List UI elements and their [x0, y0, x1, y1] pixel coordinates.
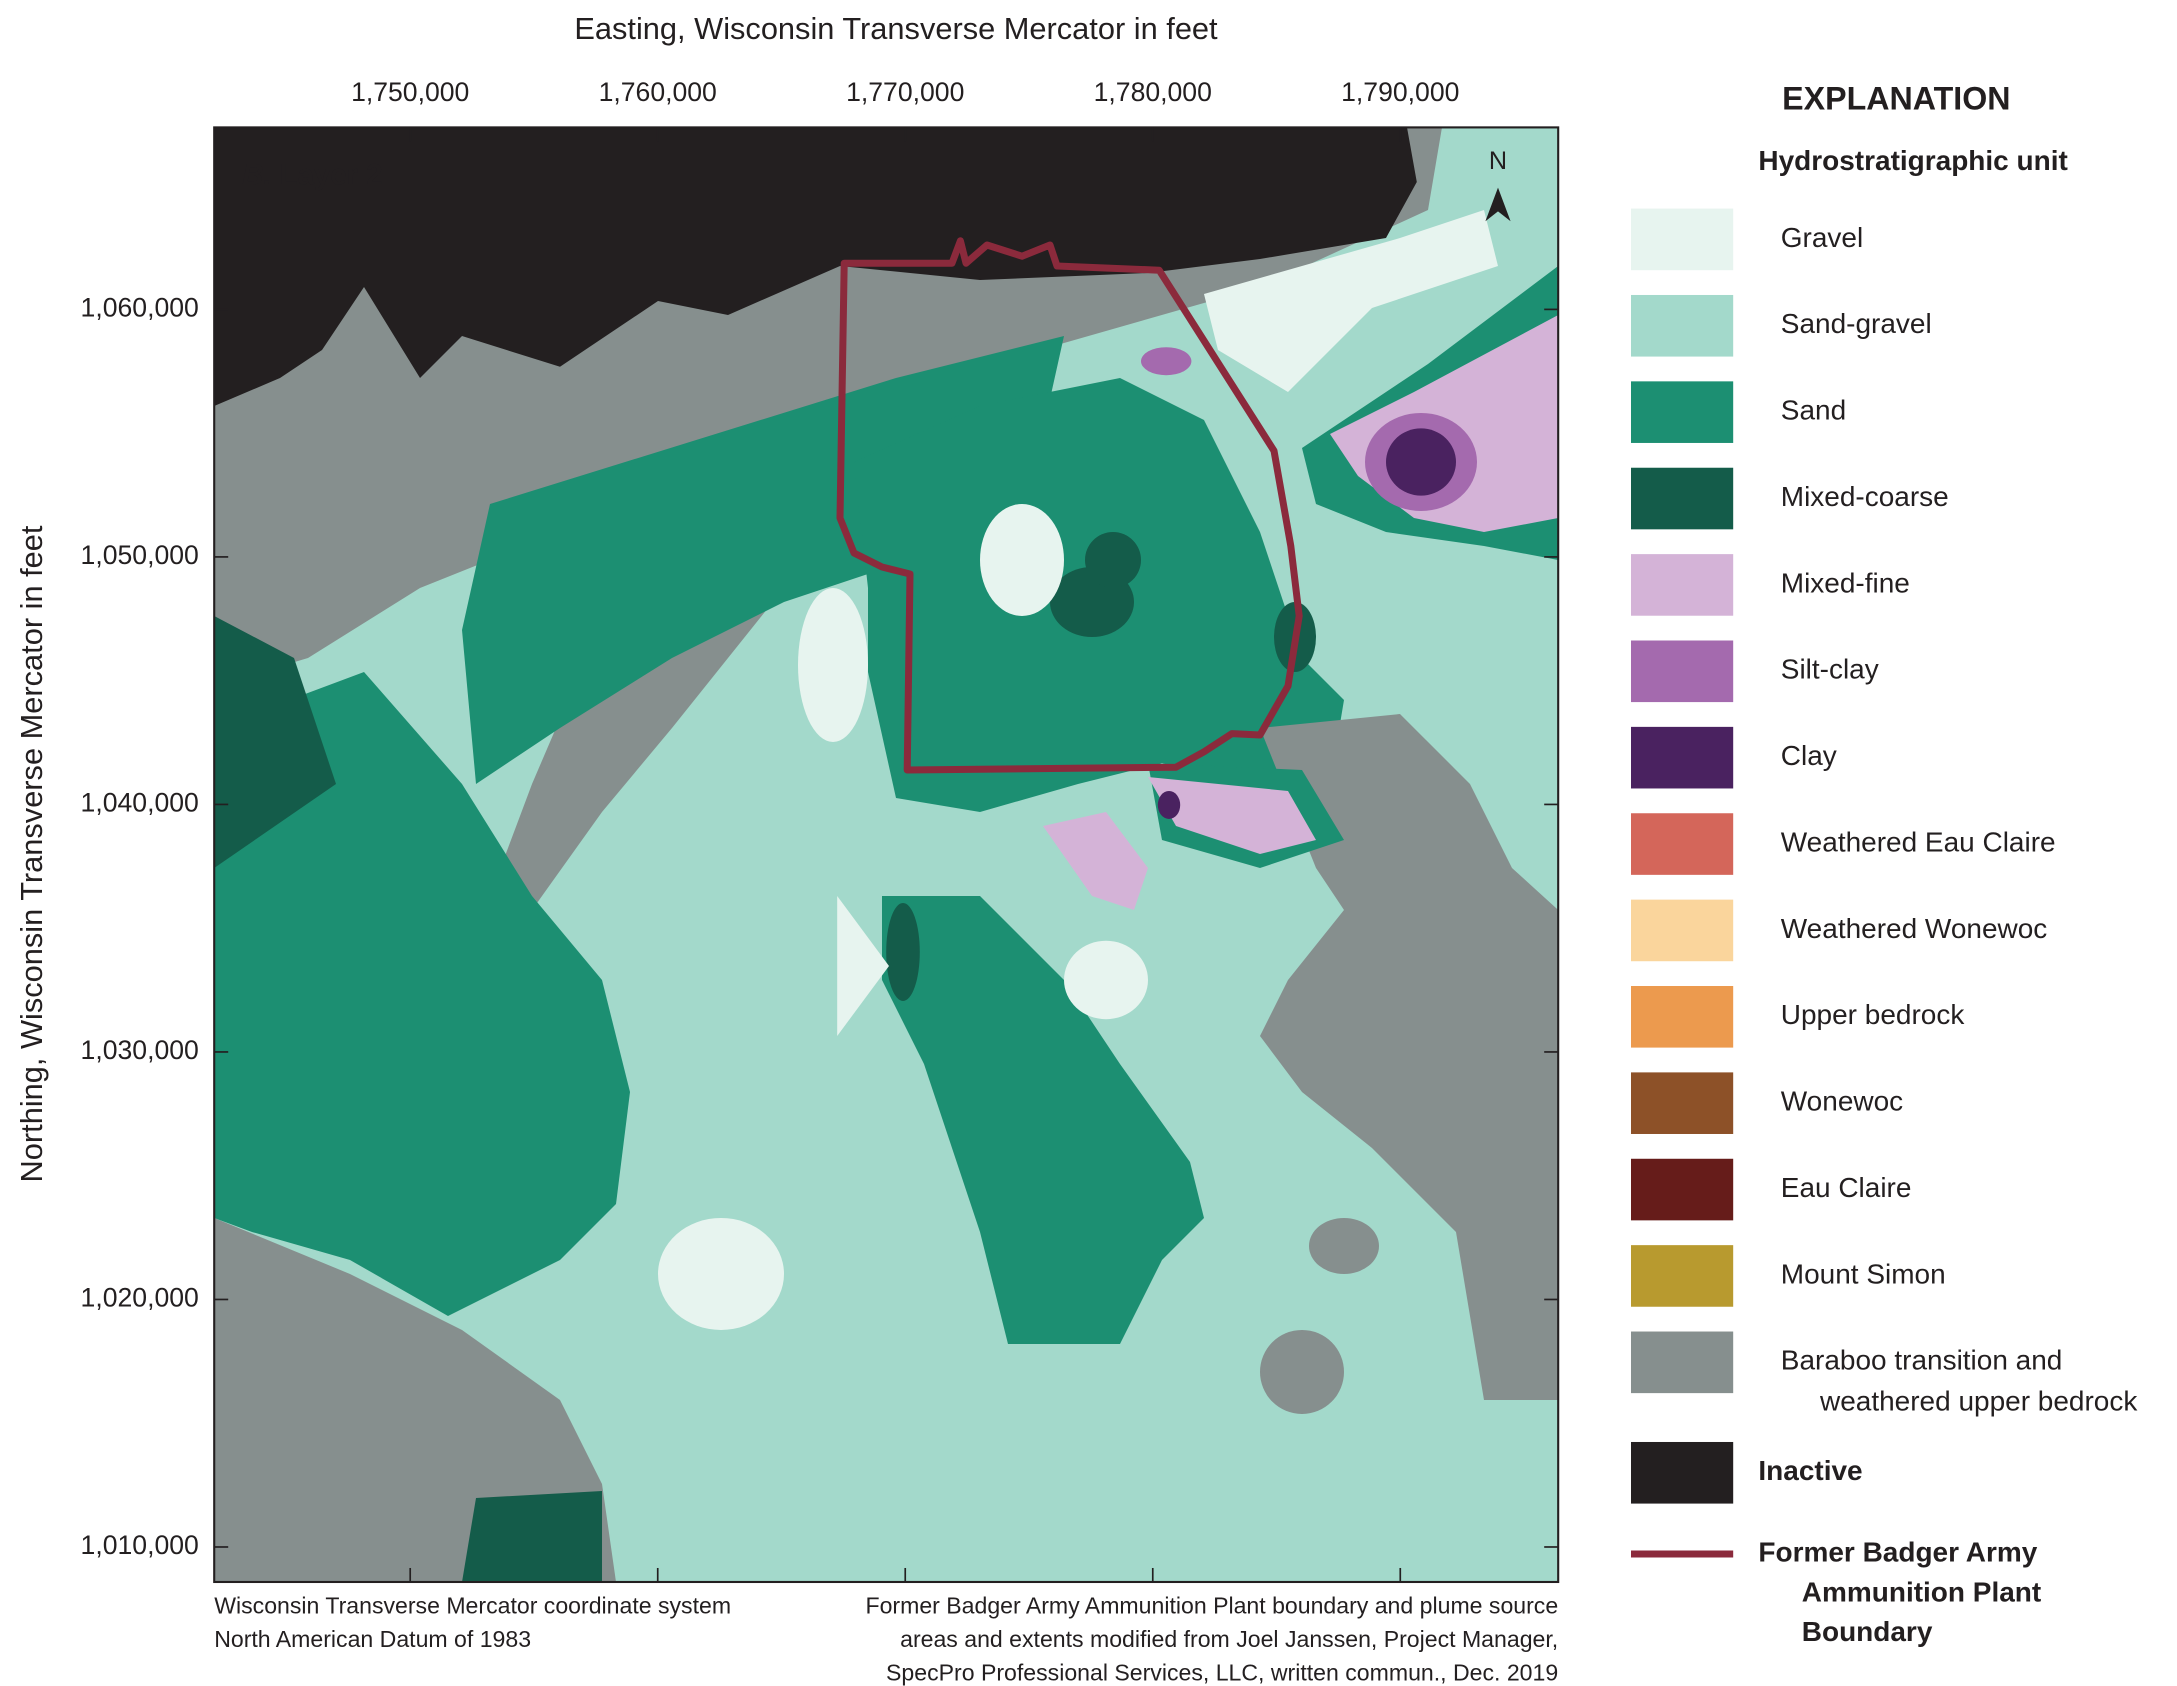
footnote: Former Badger Army Ammunition Plant boun…: [866, 1592, 1559, 1618]
legend-swatch: [1630, 813, 1734, 875]
gravel-area: [658, 1217, 785, 1330]
baraboo-area: [1259, 713, 1559, 1400]
y-tick-label: 1,060,000: [81, 292, 199, 322]
inactive-area: [214, 127, 1417, 406]
sand-area: [882, 895, 1204, 1344]
legend-swatch: [1630, 1441, 1734, 1504]
legend-label: Eau Claire: [1781, 1172, 1912, 1203]
mixed-fine-area: [1147, 776, 1316, 854]
legend-label: Inactive: [1758, 1455, 1862, 1486]
footnote: areas and extents modified from Joel Jan…: [900, 1626, 1558, 1652]
x-tick-label: 1,790,000: [1341, 77, 1459, 107]
legend-label: weathered upper bedrock: [1819, 1385, 2138, 1416]
legend-label: Wonewoc: [1781, 1086, 1903, 1117]
x-axis-title: Easting, Wisconsin Transverse Mercator i…: [574, 11, 1218, 46]
y-tick-label: 1,020,000: [81, 1282, 199, 1312]
panel-label: B. Layer 2: [242, 158, 382, 191]
y-tick-label: 1,040,000: [81, 787, 199, 817]
baraboo-area: [214, 1217, 617, 1582]
legend-label: Silt-clay: [1781, 654, 1879, 685]
map: [214, 127, 1559, 1582]
legend-label: Sand: [1781, 395, 1846, 426]
footnote: North American Datum of 1983: [214, 1626, 531, 1652]
legend-label: Weathered Wonewoc: [1781, 913, 2048, 944]
map-frame: [213, 126, 1560, 1584]
legend-swatch: [1630, 467, 1734, 530]
legend-swatch: [1630, 208, 1734, 271]
legend-label: Boundary: [1802, 1616, 1933, 1647]
legend-label: Weathered Eau Claire: [1781, 826, 2056, 857]
legend-label: Mixed-coarse: [1781, 481, 1949, 512]
x-tick-label: 1,750,000: [351, 77, 469, 107]
y-tick-label: 1,050,000: [81, 540, 199, 570]
gravel-area: [1203, 209, 1498, 392]
baraboo-area: [1308, 1217, 1379, 1274]
legend-swatch: [1630, 381, 1734, 443]
y-tick-label: 1,010,000: [81, 1530, 199, 1560]
clay-area: [1157, 790, 1181, 819]
mixed-coarse-area: [462, 1490, 603, 1582]
footnote: SpecPro Professional Services, LLC, writ…: [886, 1659, 1558, 1685]
silt-clay-area: [1140, 347, 1192, 376]
north-label: N: [1489, 147, 1507, 175]
clay-area: [1385, 428, 1456, 496]
legend-label: Upper bedrock: [1781, 999, 1966, 1030]
legend-swatch: [1630, 554, 1734, 616]
gravel-area: [1064, 940, 1148, 1020]
y-tick-label: 1,030,000: [81, 1035, 199, 1065]
gravel-area: [837, 895, 890, 1036]
legend-label: Clay: [1781, 740, 1837, 771]
legend-subtitle: Hydrostratigraphic unit: [1758, 145, 2067, 176]
legend-swatch: [1630, 1245, 1734, 1307]
sand-area: [214, 671, 631, 1316]
legend-label: Baraboo transition and: [1781, 1345, 2063, 1376]
legend-swatch: [1630, 1158, 1734, 1221]
legend-label: Sand-gravel: [1781, 308, 1932, 339]
mixed-coarse-area: [1085, 531, 1141, 588]
gravel-area: [980, 503, 1065, 616]
legend: Gravel Sand-gravel Sand Mixed-coarse Mixed-f…: [1630, 208, 2138, 1647]
legend-title: EXPLANATION: [1782, 80, 2010, 116]
x-tick-label: 1,770,000: [846, 77, 964, 107]
legend-swatch: [1630, 640, 1734, 703]
legend-swatch: [1630, 726, 1734, 789]
legend-label: Ammunition Plant: [1802, 1576, 2041, 1607]
mixed-coarse-area: [214, 615, 337, 868]
north-arrow: [1485, 187, 1511, 222]
x-tick-label: 1,760,000: [599, 77, 717, 107]
plant-boundary: [836, 237, 1303, 774]
footnote: Wisconsin Transverse Mercator coordinate…: [214, 1592, 731, 1618]
axis-ticks: 1,750,000 1,760,000 1,770,000 1,780,000 1,79…: [81, 77, 1559, 1582]
x-tick-label: 1,780,000: [1094, 77, 1212, 107]
legend-label: Gravel: [1781, 222, 1863, 253]
legend-label: Former Badger Army: [1758, 1536, 2037, 1567]
footnotes: Wisconsin Transverse Mercator coordinate…: [214, 1592, 1558, 1685]
legend-swatch: [1630, 294, 1734, 357]
legend-label: Mount Simon: [1781, 1258, 1946, 1289]
baraboo-area: [1259, 1329, 1344, 1414]
legend-swatch: [1630, 899, 1734, 962]
gravel-area: [798, 587, 869, 742]
mixed-fine-area: [1043, 811, 1148, 910]
y-axis-title: Northing, Wisconsin Transverse Mercator …: [14, 525, 49, 1182]
mixed-coarse-area: [886, 902, 920, 1001]
legend-label: Mixed-fine: [1781, 567, 1910, 598]
legend-swatch: [1630, 1331, 1734, 1394]
legend-swatch: [1630, 986, 1734, 1048]
legend-swatch: [1630, 1072, 1734, 1134]
